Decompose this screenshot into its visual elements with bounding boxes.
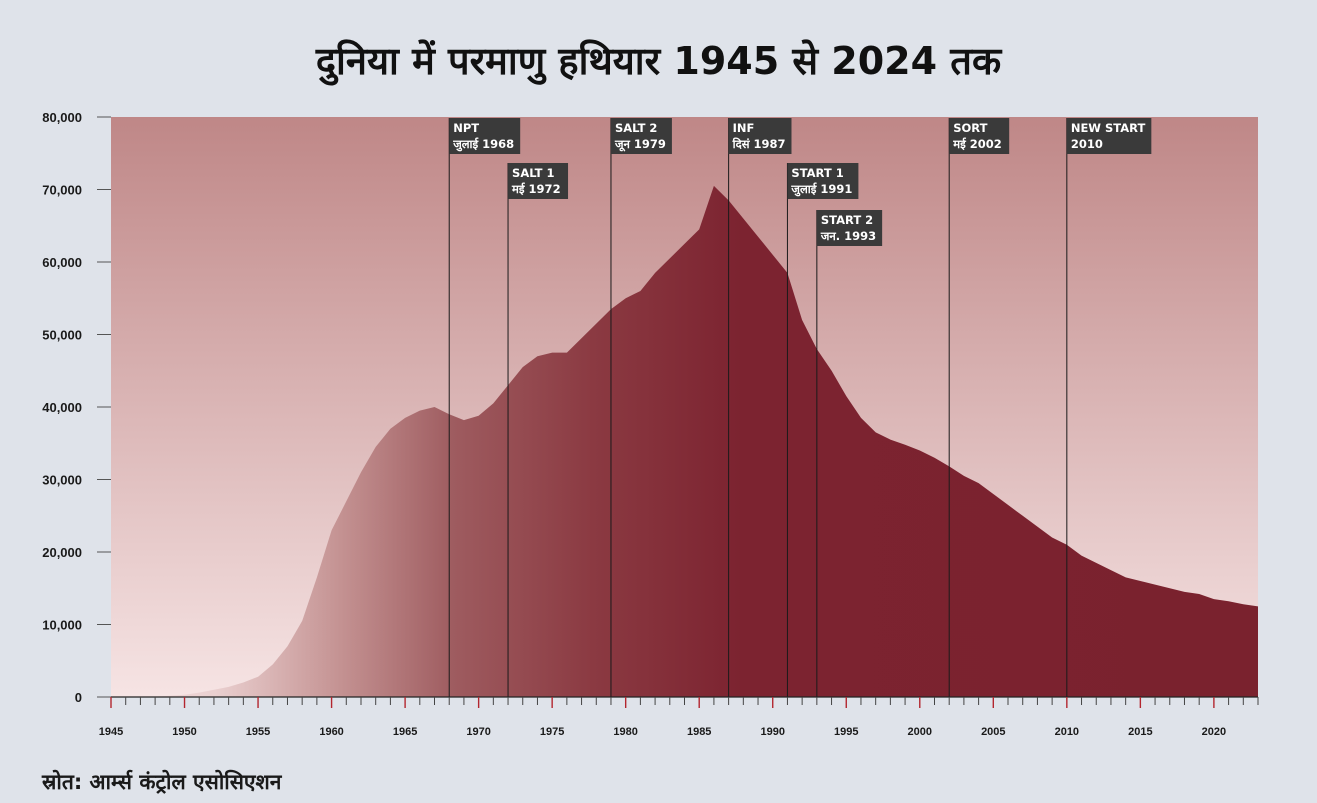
x-tick-label: 1995 bbox=[834, 726, 858, 738]
y-tick-label: 0 bbox=[75, 690, 82, 705]
chart-title: दुनिया में परमाणु हथियार 1945 से 2024 तक bbox=[315, 39, 1002, 83]
y-tick-label: 50,000 bbox=[42, 328, 82, 343]
event-label-box bbox=[508, 163, 569, 199]
event-label-title: START 2 bbox=[821, 213, 873, 227]
event-label: INF दिसं 1987 bbox=[728, 118, 792, 154]
y-tick-label: 20,000 bbox=[42, 545, 82, 560]
event-label-date: जून 1979 bbox=[614, 137, 666, 152]
x-tick-label: 2015 bbox=[1128, 726, 1152, 738]
x-tick-label: 1975 bbox=[540, 726, 564, 738]
source-note: स्रोत: आर्म्स कंट्रोल एसोसिएशन bbox=[42, 770, 282, 794]
event-label-date: 2010 bbox=[1071, 137, 1103, 151]
x-tick-label: 2005 bbox=[981, 726, 1005, 738]
event-label-title: SALT 1 bbox=[512, 166, 554, 180]
event-label: NEW START 2010 bbox=[1066, 118, 1152, 154]
event-label-date: जन. 1993 bbox=[820, 229, 876, 243]
event-label-title: START 1 bbox=[791, 166, 843, 180]
x-tick-label: 1985 bbox=[687, 726, 711, 738]
event-label: START 2 जन. 1993 bbox=[816, 210, 883, 246]
event-label-date: दिसं 1987 bbox=[732, 137, 786, 151]
event-label-title: NEW START bbox=[1071, 121, 1146, 135]
event-label-date: जुलाई 1991 bbox=[790, 182, 852, 197]
y-tick-label: 10,000 bbox=[42, 618, 82, 633]
x-tick-label: 1970 bbox=[466, 726, 490, 738]
event-label-date: जुलाई 1968 bbox=[452, 137, 514, 152]
y-tick-marks bbox=[97, 116, 111, 698]
x-tick-label: 1980 bbox=[613, 726, 637, 738]
event-label-box bbox=[787, 163, 859, 199]
x-tick-label: 2020 bbox=[1202, 726, 1226, 738]
event-label-box bbox=[610, 118, 672, 154]
event-label-date: मई 1972 bbox=[511, 182, 561, 196]
axes: 0 10,000 20,000 30,000 40,000 50,000 60,000 70,… bbox=[42, 110, 1259, 738]
x-tick-label: 1965 bbox=[393, 726, 417, 738]
event-label-title: INF bbox=[733, 121, 755, 135]
x-tick-label: 2000 bbox=[908, 726, 932, 738]
event-label-title: NPT bbox=[453, 121, 479, 135]
event-label-box bbox=[728, 118, 792, 154]
treaty-events: NPT जुलाई 1968 SALT 1 मई 1972 SALT 2 जून 1979… bbox=[448, 118, 1152, 697]
x-tick-label: 1950 bbox=[172, 726, 196, 738]
y-tick-label: 30,000 bbox=[42, 473, 82, 488]
event-label: NPT जुलाई 1968 bbox=[449, 118, 521, 154]
event-label: SALT 1 मई 1972 bbox=[508, 163, 569, 199]
event-label-box bbox=[1066, 118, 1152, 154]
y-tick-label: 60,000 bbox=[42, 255, 82, 270]
x-tick-label: 1955 bbox=[246, 726, 270, 738]
y-tick-label: 80,000 bbox=[42, 110, 82, 125]
event-label-date: मई 2002 bbox=[952, 137, 1002, 151]
event-label-title: SALT 2 bbox=[615, 121, 657, 135]
event-label-title: SORT bbox=[953, 121, 987, 135]
x-tick-label: 1960 bbox=[319, 726, 343, 738]
y-tick-label: 40,000 bbox=[42, 400, 82, 415]
weapons-area-series bbox=[111, 185, 1258, 697]
event-label: SALT 2 जून 1979 bbox=[610, 118, 672, 154]
x-tick-label: 1990 bbox=[760, 726, 784, 738]
event-label-box bbox=[816, 210, 883, 246]
x-tick-label: 2010 bbox=[1055, 726, 1079, 738]
y-tick-label: 70,000 bbox=[42, 183, 82, 198]
event-label-box bbox=[949, 118, 1010, 154]
event-label: START 1 जुलाई 1991 bbox=[787, 163, 859, 199]
event-label: SORT मई 2002 bbox=[949, 118, 1010, 154]
event-label-box bbox=[449, 118, 521, 154]
x-tick-label: 1945 bbox=[99, 726, 123, 738]
